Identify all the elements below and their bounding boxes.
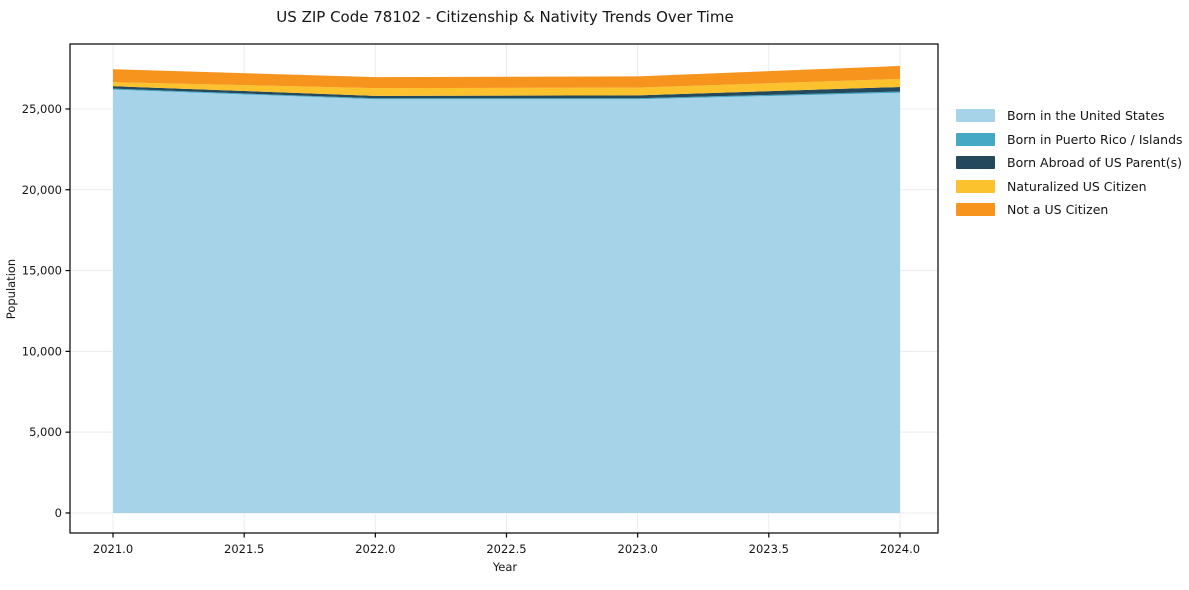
legend-label: Naturalized US Citizen <box>1007 178 1147 194</box>
area-naturalized-us-citizen <box>113 78 900 96</box>
x-tick-label: 2021.0 <box>93 542 133 556</box>
legend-label: Not a US Citizen <box>1007 202 1109 217</box>
x-axis-label: Year <box>492 560 518 574</box>
y-axis-label: Population <box>4 258 18 320</box>
legend: Born in the United States Born in Puerto… <box>956 109 1183 227</box>
legend-entry: Not a US Citizen <box>956 203 1183 216</box>
legend-label: Born Abroad of US Parent(s) <box>1007 155 1182 170</box>
y-tick-label: 5,000 <box>29 425 62 439</box>
legend-entry: Born in the United States <box>956 109 1183 122</box>
legend-entry: Naturalized US Citizen <box>956 178 1183 194</box>
y-tick-label: 25,000 <box>22 102 62 116</box>
area-not-a-us-citizen <box>113 65 900 89</box>
legend-swatch-icon <box>956 203 995 216</box>
legend-entry: Born Abroad of US Parent(s) <box>956 156 1183 169</box>
legend-entry: Born in Puerto Rico / Islands <box>956 131 1183 147</box>
chart-title: US ZIP Code 78102 - Citizenship & Nativi… <box>276 8 734 26</box>
area-born-in-puerto-rico-islands <box>113 88 900 100</box>
x-tick-label: 2021.5 <box>224 542 264 556</box>
area-born-abroad-of-us-parent-s <box>113 86 900 99</box>
legend-swatch-icon <box>956 109 995 122</box>
legend-swatch-icon <box>956 132 995 146</box>
axes-frame <box>69 43 939 534</box>
legend-label: Born in the United States <box>1007 108 1165 123</box>
legend-swatch-icon <box>956 179 995 193</box>
area-born-in-the-united-states <box>113 89 900 513</box>
y-tick-label: 0 <box>55 506 62 520</box>
x-tick-label: 2024.0 <box>880 542 920 556</box>
x-tick-label: 2022.0 <box>355 542 395 556</box>
y-tick-label: 15,000 <box>22 264 62 278</box>
y-tick-label: 20,000 <box>22 183 62 197</box>
x-tick-label: 2022.5 <box>486 542 526 556</box>
legend-swatch-icon <box>956 156 995 169</box>
x-tick-label: 2023.5 <box>749 542 789 556</box>
legend-label: Born in Puerto Rico / Islands <box>1007 131 1183 147</box>
y-tick-label: 10,000 <box>22 344 62 358</box>
x-tick-label: 2023.0 <box>618 542 658 556</box>
